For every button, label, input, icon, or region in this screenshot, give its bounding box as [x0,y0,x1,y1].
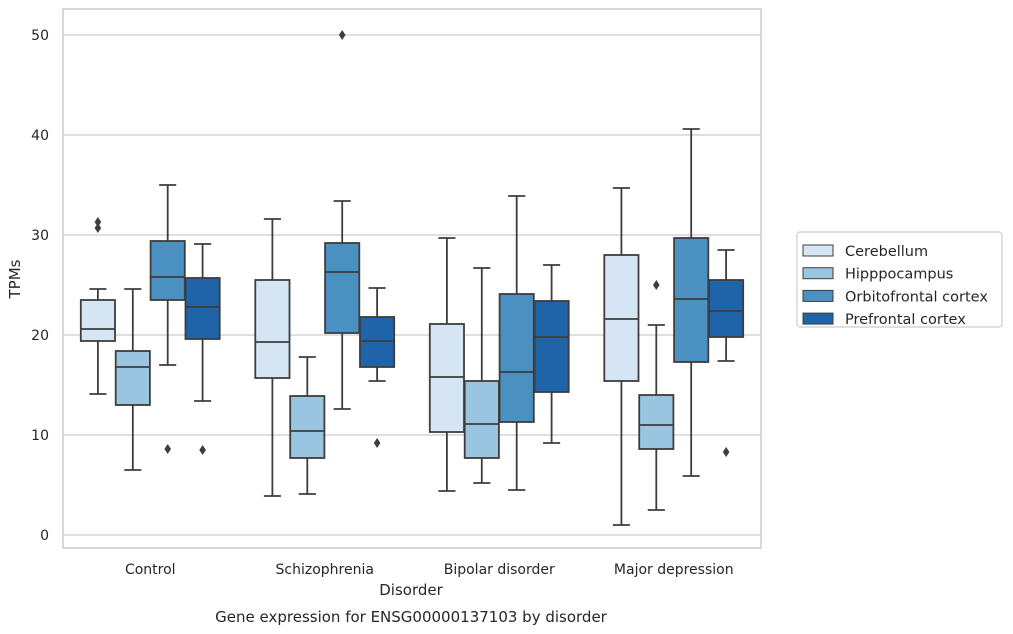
x-axis-label: Disorder [379,581,443,599]
box-hipppocampus-major-depression [638,280,675,511]
box-cerebellum-major-depression [603,187,640,526]
legend-label: Hipppocampus [845,267,953,283]
legend-label: Cerebellum [845,244,928,260]
boxes [79,30,745,526]
legend-swatch [802,312,834,325]
legend-swatch [802,289,834,302]
legend: Cerebellum Hipppocampus Orbitofrontal cort… [796,231,1003,328]
outlier-point [94,223,102,233]
box-hipppocampus-schizophrenia [289,356,326,495]
legend-swatch [802,267,834,280]
box-iqr [359,316,396,368]
box-iqr [603,254,640,382]
box-prefrontal-cortex-major-depression [708,249,745,457]
gridlines [63,34,761,536]
box-orbitofrontal-cortex-major-depression [673,128,710,477]
box-iqr [533,300,570,393]
box-cerebellum-schizophrenia [254,218,291,497]
y-axis-label: TPMs [6,259,24,299]
outlier-point [164,444,171,454]
box-cerebellum-control [79,217,116,395]
y-tick-label: 10 [31,428,49,444]
box-cerebellum-bipolar-disorder [428,237,465,492]
box-orbitofrontal-cortex-schizophrenia [324,30,361,410]
box-orbitofrontal-cortex-control [149,184,186,454]
legend-frame [796,231,1003,328]
x-tick-label: Control [125,562,176,578]
outlier-point [338,30,346,40]
box-iqr [114,350,151,406]
box-hipppocampus-bipolar-disorder [463,267,500,484]
box-iqr [149,240,186,301]
box-iqr [289,395,326,459]
outlier-point [653,280,660,290]
legend-label: Orbitofrontal cortex [845,289,988,305]
outlier-point [722,447,730,457]
y-tick-label: 40 [31,128,49,144]
box-orbitofrontal-cortex-bipolar-disorder [498,195,535,491]
box-prefrontal-cortex-schizophrenia [359,287,396,448]
box-iqr [498,293,535,423]
y-axis-ticks: 0 10 20 30 40 50 [31,28,49,544]
y-tick-label: 30 [31,228,49,244]
y-tick-label: 20 [31,328,49,344]
box-iqr [428,323,465,433]
box-hipppocampus-control [114,288,151,471]
box-iqr [184,277,221,340]
y-tick-label: 0 [40,528,49,544]
y-tick-label: 50 [31,28,49,44]
outlier-point [94,217,102,227]
x-tick-label: Bipolar disorder [444,562,555,578]
legend-label: Prefrontal cortex [845,312,966,328]
x-tick-label: Schizophrenia [276,562,374,578]
x-axis-ticks: Control Schizophrenia Bipolar disorder Majo… [125,562,734,578]
box-iqr [324,242,361,334]
box-iqr [708,279,745,338]
plot-frame [62,8,762,549]
outlier-point [373,438,381,448]
x-tick-label: Major depression [614,562,734,578]
outlier-point [199,445,206,455]
box-iqr [638,394,675,450]
box-iqr [79,299,116,342]
box-iqr [673,237,710,363]
chart-caption: Gene expression for ENSG00000137103 by d… [215,608,608,626]
legend-swatch [802,244,834,257]
box-prefrontal-cortex-bipolar-disorder [533,264,570,444]
box-prefrontal-cortex-control [184,243,221,455]
box-iqr [463,380,500,459]
box-iqr [254,279,291,379]
